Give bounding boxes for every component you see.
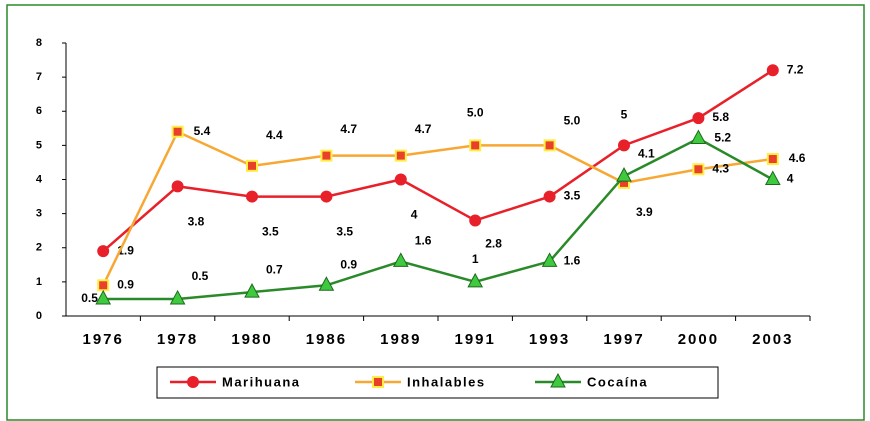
data-label: 3.5 <box>564 189 581 203</box>
marker <box>541 252 558 267</box>
marker <box>97 245 110 258</box>
data-label: 5 <box>621 108 628 122</box>
x-tick-label: 1986 <box>306 331 347 348</box>
series-line <box>102 130 773 286</box>
x-tick-label: 1997 <box>603 331 644 348</box>
data-label: 4.7 <box>340 122 357 136</box>
data-label: 5.0 <box>564 114 581 128</box>
marker <box>320 190 333 203</box>
y-tick-label: 3 <box>36 208 42 220</box>
marker <box>467 272 484 288</box>
legend-label: Cocaína <box>587 374 648 389</box>
series-line <box>102 69 774 253</box>
marker <box>97 279 110 292</box>
marker <box>394 173 407 186</box>
data-label: 1.6 <box>415 234 432 248</box>
marker <box>692 112 705 125</box>
y-tick-label: 4 <box>36 173 43 185</box>
marker <box>246 159 258 172</box>
marker <box>616 167 632 182</box>
data-label: 0.9 <box>117 277 134 291</box>
data-label: 5.2 <box>714 131 731 145</box>
data-label: 5.0 <box>467 106 484 120</box>
legend-box <box>156 366 719 399</box>
marker <box>171 180 184 193</box>
y-tick-label: 5 <box>36 139 42 151</box>
marker <box>187 376 199 388</box>
marker <box>766 153 779 166</box>
x-tick-label: 1976 <box>83 331 124 348</box>
data-label: 3.5 <box>336 225 353 239</box>
marker <box>469 214 482 227</box>
marker <box>246 190 258 203</box>
data-label: 4.4 <box>266 128 283 142</box>
y-tick-label: 6 <box>36 105 42 117</box>
y-tick-label: 7 <box>36 71 42 83</box>
x-tick-label: 1989 <box>380 331 421 348</box>
data-label: 4.7 <box>415 122 432 136</box>
data-label: 0.7 <box>266 262 283 276</box>
series-line <box>103 137 774 301</box>
chart-border <box>6 4 865 421</box>
data-label: 4 <box>411 208 418 222</box>
marker <box>692 163 705 176</box>
marker <box>372 376 384 388</box>
marker <box>244 283 260 298</box>
x-tick-label: 1991 <box>455 331 496 348</box>
marker <box>320 149 333 162</box>
x-tick-label: 1980 <box>231 331 272 348</box>
data-label: 3.8 <box>188 214 205 228</box>
marker <box>95 289 112 305</box>
marker <box>392 252 409 267</box>
y-tick-label: 1 <box>36 276 42 288</box>
legend-label: Inhalables <box>407 374 486 389</box>
legend-label: Marihuana <box>222 374 301 389</box>
marker <box>394 149 407 162</box>
data-label: 1.6 <box>564 254 581 268</box>
data-label: 4 <box>787 172 794 186</box>
y-tick-label: 2 <box>36 242 42 254</box>
marker <box>764 170 781 185</box>
x-tick-label: 1978 <box>157 331 198 348</box>
marker <box>550 372 566 388</box>
marker <box>169 289 186 305</box>
marker <box>171 125 184 138</box>
marker <box>318 276 335 291</box>
marker <box>690 129 707 145</box>
data-label: 5.8 <box>712 110 729 124</box>
y-tick-label: 8 <box>36 37 42 49</box>
data-label: 0.9 <box>340 257 357 271</box>
data-label: 0.5 <box>81 291 98 305</box>
data-label: 3.5 <box>262 225 279 239</box>
data-label: 5.4 <box>194 124 211 138</box>
marker <box>543 139 556 152</box>
x-tick-label: 2003 <box>752 331 793 348</box>
x-tick-label: 2000 <box>678 331 719 348</box>
marker <box>543 190 556 203</box>
data-label: 0.5 <box>192 269 209 283</box>
data-label: 3.9 <box>636 205 653 219</box>
y-tick-label: 0 <box>36 310 42 322</box>
marker <box>766 64 779 77</box>
data-label: 4.3 <box>712 161 729 175</box>
data-label: 4.1 <box>638 146 655 160</box>
marker <box>618 139 630 152</box>
data-label: 7.2 <box>787 62 804 76</box>
data-label: 4.6 <box>789 151 806 165</box>
data-label: 1 <box>472 252 479 266</box>
x-tick-label: 1993 <box>529 331 570 348</box>
marker <box>469 139 482 152</box>
data-label: 2.8 <box>485 237 502 251</box>
